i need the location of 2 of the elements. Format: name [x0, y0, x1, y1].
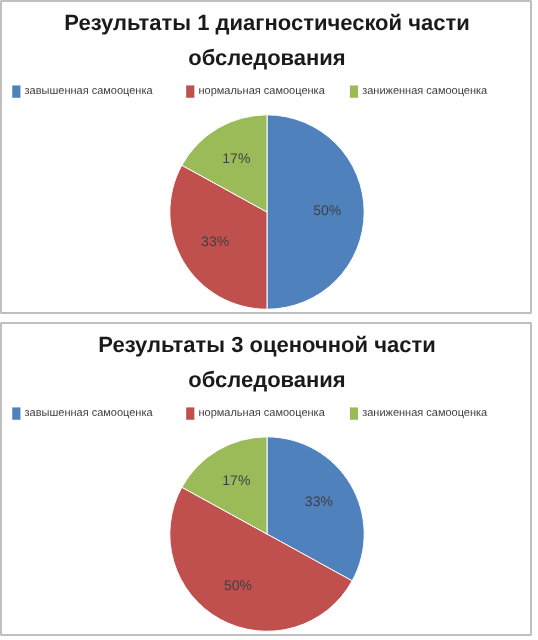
chart-title: Результаты 3 оценочной части обследования [98, 333, 436, 393]
chart-title: Результаты 1 диагностической части обследования [64, 11, 470, 71]
